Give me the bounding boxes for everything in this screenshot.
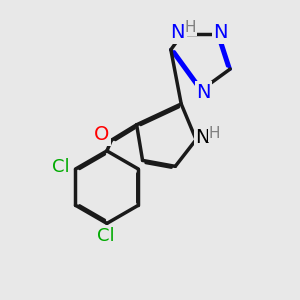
- Text: Cl: Cl: [98, 227, 115, 245]
- Text: N: N: [170, 23, 185, 42]
- Text: H: H: [209, 126, 220, 141]
- Text: H: H: [185, 20, 196, 35]
- Text: N: N: [195, 128, 210, 147]
- Text: N: N: [196, 82, 211, 101]
- Text: O: O: [94, 125, 110, 144]
- Text: Cl: Cl: [52, 158, 70, 175]
- Text: N: N: [213, 23, 228, 42]
